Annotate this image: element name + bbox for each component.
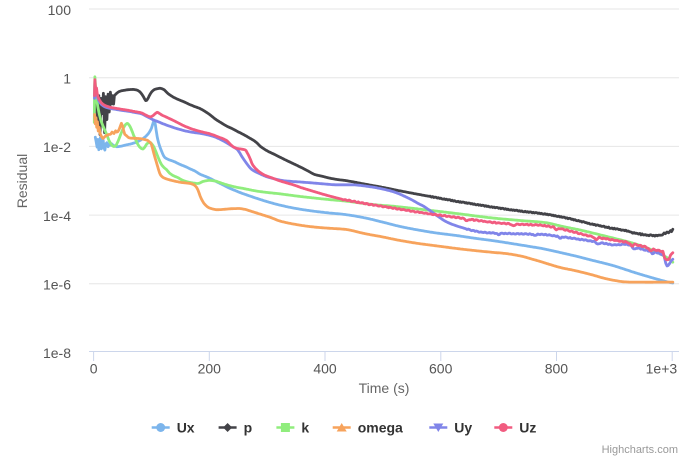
svg-text:0: 0 [90,361,98,377]
svg-text:Residual: Residual [14,154,30,208]
svg-text:400: 400 [313,361,337,377]
svg-text:1: 1 [63,71,71,87]
svg-text:omega: omega [358,420,403,436]
svg-text:1e-6: 1e-6 [43,277,71,293]
svg-text:Uy: Uy [454,420,472,436]
svg-text:600: 600 [429,361,453,377]
svg-text:Highcharts.com: Highcharts.com [602,444,678,456]
svg-text:Ux: Ux [177,420,195,436]
svg-text:1e+3: 1e+3 [646,361,678,377]
svg-text:100: 100 [48,2,72,18]
svg-text:k: k [301,420,309,436]
svg-text:Uz: Uz [519,420,536,436]
svg-text:800: 800 [545,361,569,377]
svg-text:200: 200 [198,361,222,377]
svg-text:1e-4: 1e-4 [43,208,71,224]
svg-text:Time (s): Time (s) [359,380,410,396]
svg-text:1e-8: 1e-8 [43,345,71,361]
svg-text:1e-2: 1e-2 [43,139,71,155]
svg-text:p: p [244,420,253,436]
